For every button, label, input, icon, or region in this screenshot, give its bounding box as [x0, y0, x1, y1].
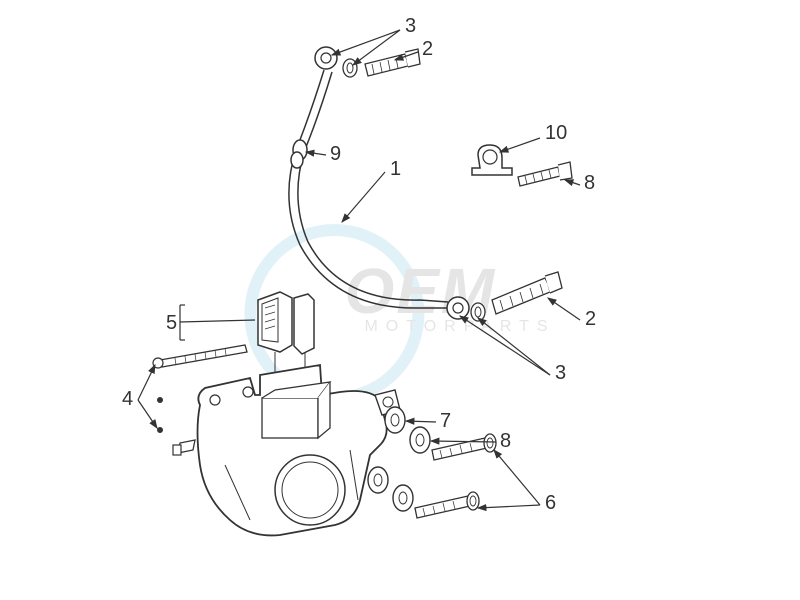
callout-label-3b: 3 [555, 362, 566, 385]
brake-caliper-body [173, 365, 400, 535]
callout-label-1: 1 [390, 158, 401, 181]
callout-label-6: 6 [545, 492, 556, 515]
lower-banjo-bolt [471, 272, 562, 321]
callout-label-5: 5 [166, 312, 177, 335]
callout-label-11: 10 [545, 122, 567, 145]
callout-label-2b: 2 [585, 308, 596, 331]
brake-hose-assembly [289, 47, 469, 319]
clamp-screw [518, 162, 572, 186]
upper-banjo-bolt [343, 49, 420, 77]
technical-diagram-svg [0, 0, 800, 600]
callout-label-10: 8 [584, 172, 595, 195]
callout-label-2a: 2 [422, 38, 433, 61]
callout-label-9: 9 [330, 143, 341, 166]
callout-label-4: 4 [122, 388, 133, 411]
diagram-container: OEM MOTORPARTS [0, 0, 800, 600]
callout-label-3a: 3 [405, 15, 416, 38]
callout-label-8: 8 [500, 430, 511, 453]
callout-label-7: 7 [440, 410, 451, 433]
